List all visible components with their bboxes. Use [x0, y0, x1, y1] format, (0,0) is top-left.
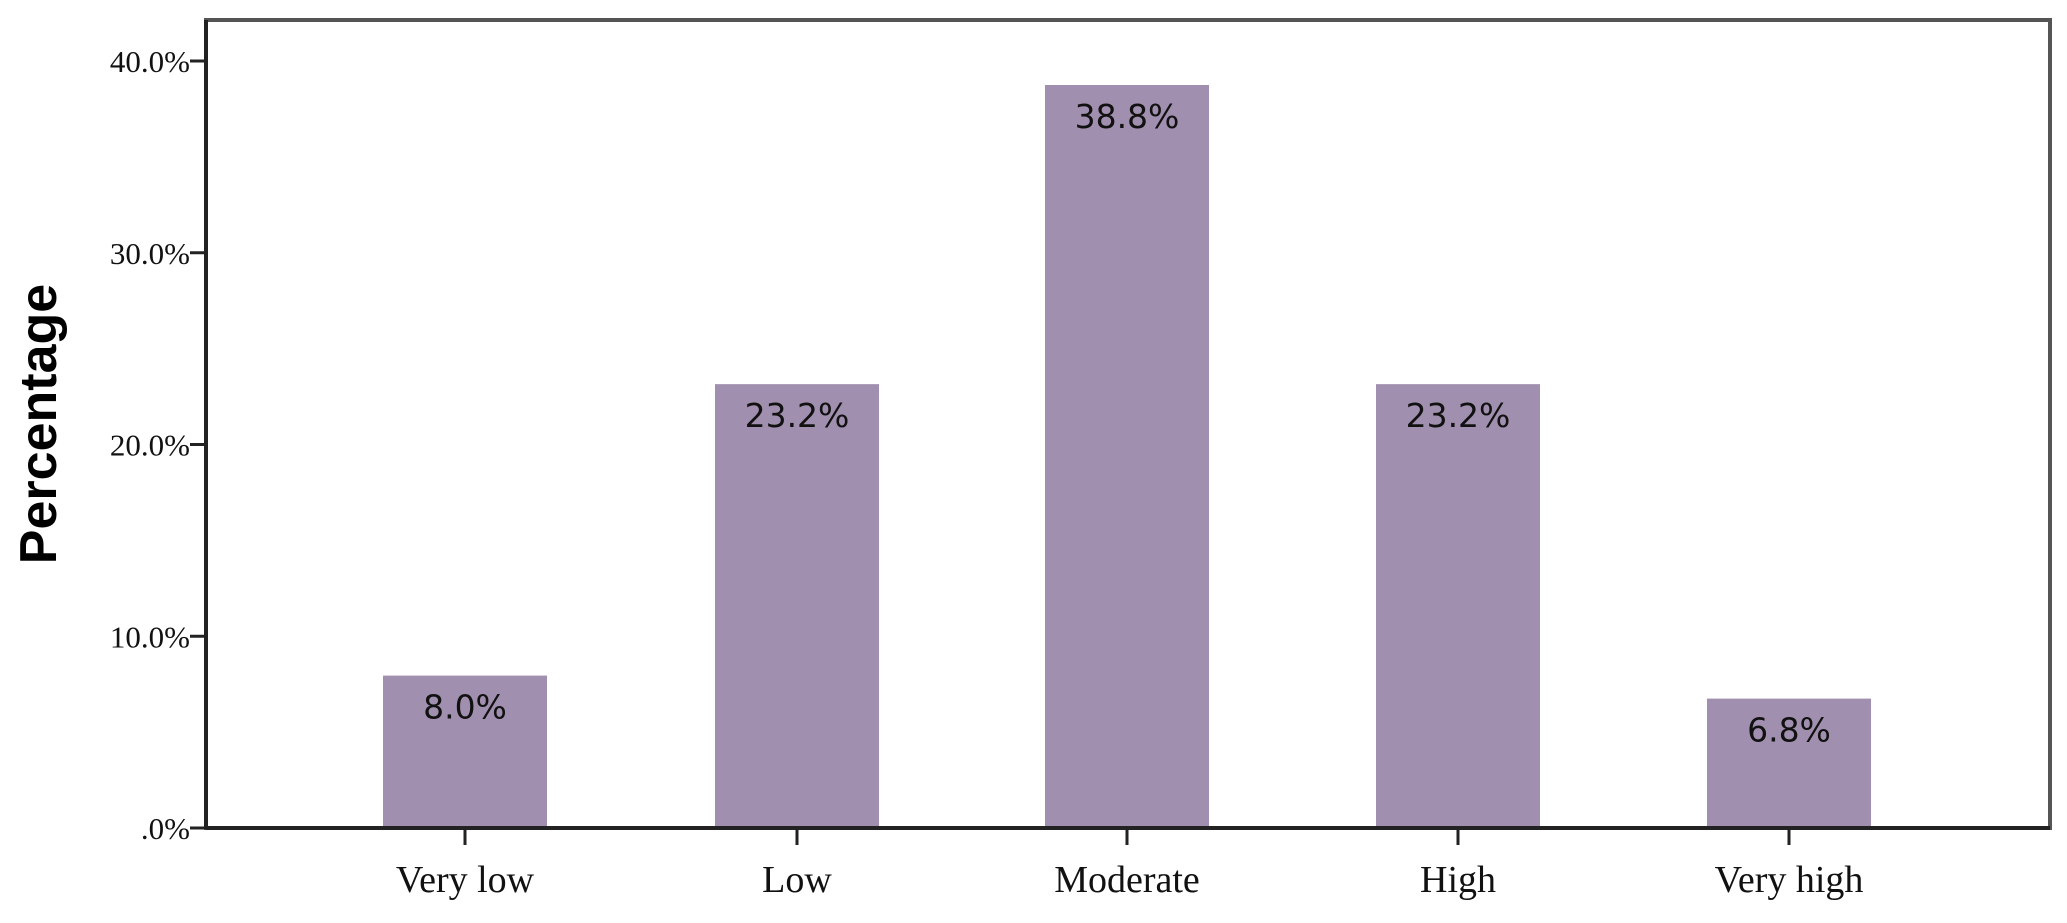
y-tick-label: 10.0%	[110, 619, 190, 654]
x-tick-label: Low	[762, 859, 832, 901]
x-tick-label: Very high	[1715, 859, 1864, 901]
y-tick-label: 40.0%	[110, 44, 190, 79]
data-label: 23.2%	[745, 396, 850, 435]
data-label: 8.0%	[423, 688, 507, 727]
y-tick-label: .0%	[141, 811, 190, 846]
bar-low	[713, 382, 881, 829]
data-label: 6.8%	[1747, 711, 1831, 750]
bar-high	[1374, 382, 1542, 829]
data-label: 23.2%	[1406, 396, 1511, 435]
x-tick-label: Very low	[396, 859, 535, 901]
y-tick-label: 20.0%	[110, 428, 190, 463]
y-tick-label: 30.0%	[110, 236, 190, 271]
bar-very-low	[381, 673, 549, 829]
x-tick-label: Moderate	[1054, 859, 1200, 901]
data-label: 38.8%	[1075, 97, 1180, 136]
y-axis-title: Percentage	[10, 284, 68, 564]
bar-very-high	[1705, 696, 1873, 829]
x-tick-label: High	[1420, 859, 1496, 901]
bar-moderate	[1043, 83, 1211, 829]
